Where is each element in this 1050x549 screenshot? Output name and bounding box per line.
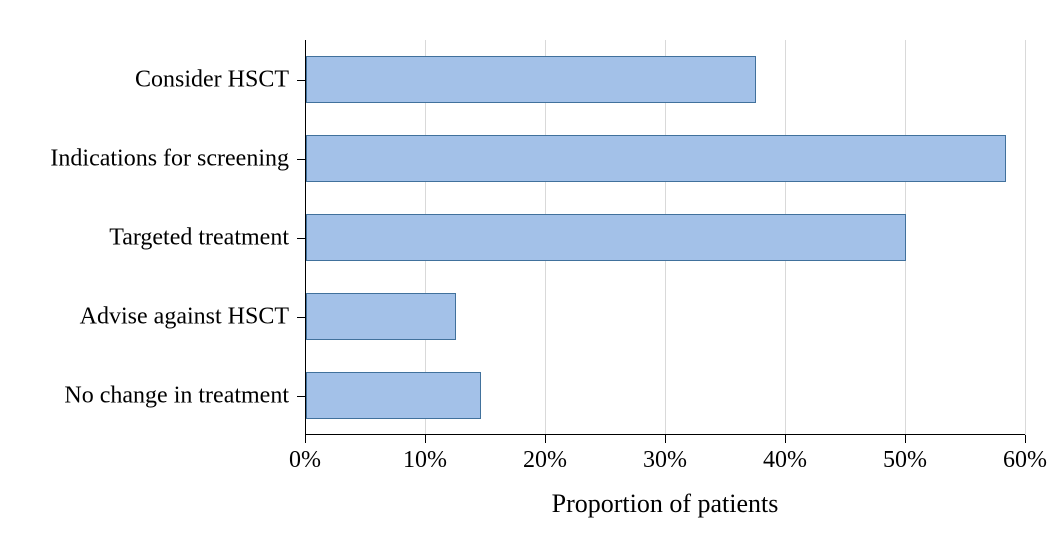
bar (306, 214, 906, 261)
x-tick (785, 435, 786, 443)
x-tick (425, 435, 426, 443)
y-tick (297, 396, 305, 397)
y-tick-label: Targeted treatment (109, 224, 289, 251)
x-tick-label: 40% (763, 447, 807, 474)
y-tick-label: Advise against HSCT (80, 303, 289, 330)
x-tick-label: 60% (1003, 447, 1047, 474)
grid-line (1025, 40, 1026, 435)
x-tick-label: 50% (883, 447, 927, 474)
x-tick (665, 435, 666, 443)
y-tick (297, 317, 305, 318)
x-tick-label: 0% (289, 447, 321, 474)
bar (306, 293, 456, 340)
x-axis-title: Proportion of patients (552, 489, 779, 519)
y-tick (297, 238, 305, 239)
bar (306, 56, 756, 103)
y-tick-label: Indications for screening (50, 145, 289, 172)
y-tick (297, 159, 305, 160)
x-tick (1025, 435, 1026, 443)
x-tick (905, 435, 906, 443)
plot-area (305, 40, 1025, 435)
y-tick-label: Consider HSCT (135, 66, 289, 93)
x-tick (305, 435, 306, 443)
x-tick (545, 435, 546, 443)
bar (306, 372, 481, 419)
bar (306, 135, 1006, 182)
x-tick-label: 30% (643, 447, 687, 474)
x-tick-label: 20% (523, 447, 567, 474)
y-tick (297, 80, 305, 81)
y-tick-label: No change in treatment (64, 382, 289, 409)
x-tick-label: 10% (403, 447, 447, 474)
bar-chart: Consider HSCT Indications for screening Ta… (0, 0, 1050, 549)
